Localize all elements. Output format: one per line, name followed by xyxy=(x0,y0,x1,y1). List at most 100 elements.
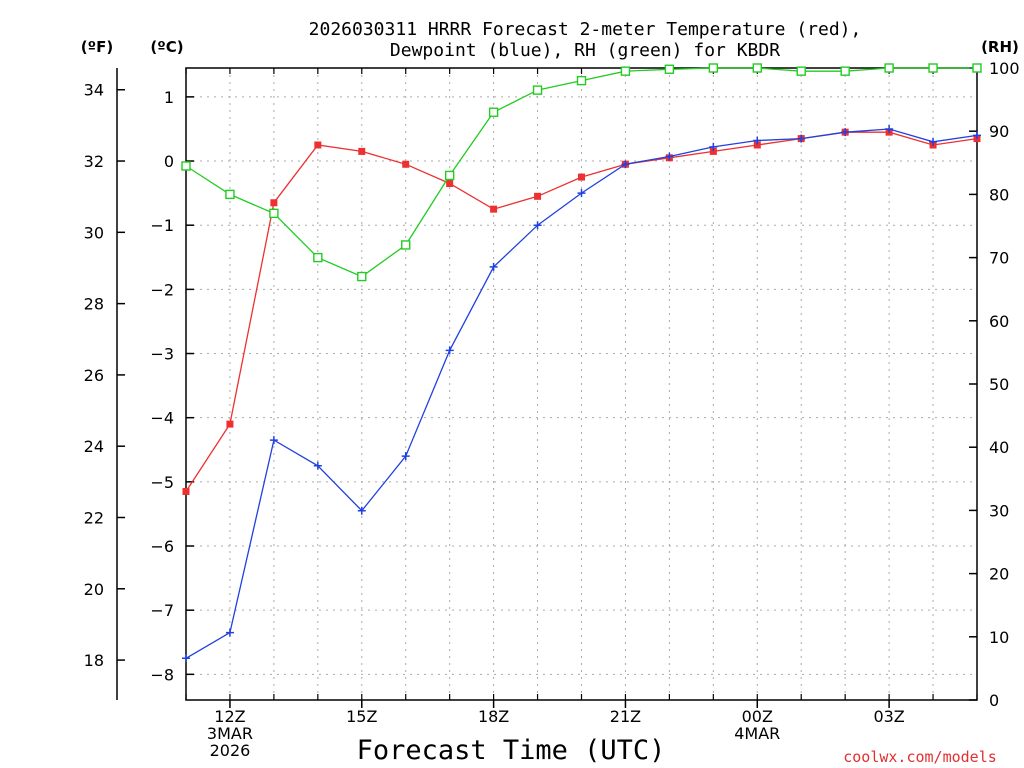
rh-point xyxy=(576,75,587,86)
celsius-tick-label: −4 xyxy=(150,409,174,428)
fahrenheit-unit-label: (ºF) xyxy=(81,38,113,56)
chart-title-line1: 2026030311 HRRR Forecast 2-meter Tempera… xyxy=(309,19,862,40)
rh-point xyxy=(796,66,806,76)
rh-point xyxy=(884,63,894,73)
rh-tick-label: 30 xyxy=(989,501,1009,520)
celsius-tick-label: 1 xyxy=(164,88,174,107)
rh-point xyxy=(269,208,279,219)
temperature-point xyxy=(578,173,585,181)
rh-point xyxy=(181,161,191,171)
fahrenheit-tick-label: 32 xyxy=(84,152,104,171)
dewpoint-point xyxy=(489,262,498,271)
temperature-point xyxy=(446,179,454,187)
rh-point xyxy=(225,189,235,200)
fahrenheit-tick-label: 28 xyxy=(84,295,104,314)
rh-point xyxy=(664,64,675,74)
x-tick-label: 03Z xyxy=(873,707,904,726)
dewpoint-point xyxy=(841,128,850,137)
x-tick-label: 2026 xyxy=(210,741,251,760)
x-tick-label: 18Z xyxy=(478,707,509,726)
dewpoint-point xyxy=(973,131,981,140)
dewpoint-point xyxy=(709,142,718,151)
temperature-point xyxy=(270,199,278,207)
x-axis-label: Forecast Time (UTC) xyxy=(357,735,666,766)
dewpoint-point xyxy=(533,221,542,230)
dewpoint-point xyxy=(182,654,190,663)
rh-tick-label: 50 xyxy=(989,375,1009,394)
temperature-point xyxy=(709,147,717,155)
rh-point xyxy=(840,66,850,76)
x-tick-label: 3MAR xyxy=(207,724,253,743)
rh-point xyxy=(620,66,631,76)
celsius-tick-label: −3 xyxy=(150,345,174,364)
x-tick-label: 12Z xyxy=(214,707,245,726)
temperature-line xyxy=(185,131,978,492)
dewpoint-point xyxy=(445,346,454,355)
celsius-tick-label: −1 xyxy=(150,216,174,235)
temperature-point xyxy=(226,420,234,428)
fahrenheit-tick-label: 24 xyxy=(84,437,104,456)
celsius-tick-label: 0 xyxy=(164,152,174,171)
fahrenheit-tick-label: 20 xyxy=(84,580,104,599)
temperature-point xyxy=(402,160,410,168)
celsius-tick-label: −6 xyxy=(150,537,174,556)
celsius-tick-label: −8 xyxy=(150,665,174,684)
fahrenheit-tick-label: 22 xyxy=(84,508,104,527)
grid-lines xyxy=(186,68,977,700)
temperature-point xyxy=(314,141,322,149)
fahrenheit-tick-label: 34 xyxy=(84,81,104,100)
rh-tick-label: 20 xyxy=(989,565,1009,584)
temperature-point xyxy=(490,205,498,213)
rh-point xyxy=(752,63,762,73)
dewpoint-point xyxy=(665,152,674,161)
dewpoint-point xyxy=(225,628,234,637)
celsius-unit-label: (ºC) xyxy=(150,38,183,56)
chart-title-line2: Dewpoint (blue), RH (green) for KBDR xyxy=(390,40,780,61)
rh-tick-label: 90 xyxy=(989,122,1009,141)
temperature-point xyxy=(753,141,761,149)
dewpoint-point xyxy=(357,506,366,515)
dewpoint-point xyxy=(313,461,322,470)
rh-point xyxy=(708,63,719,73)
rh-point xyxy=(401,240,411,250)
credit-text: coolwx.com/models xyxy=(843,748,997,766)
data-series xyxy=(181,63,982,663)
rh-tick-label: 60 xyxy=(989,312,1009,331)
dewpoint-point xyxy=(269,436,278,445)
temperature-point xyxy=(182,487,190,495)
rh-tick-label: 0 xyxy=(989,691,999,710)
rh-point xyxy=(488,107,499,117)
x-tick-label: 15Z xyxy=(346,707,377,726)
rh-tick-label: 40 xyxy=(989,438,1009,457)
rh-tick-label: 10 xyxy=(989,628,1009,647)
rh-point xyxy=(532,85,543,95)
dewpoint-point xyxy=(885,124,894,133)
fahrenheit-tick-label: 30 xyxy=(84,223,104,242)
dewpoint-point xyxy=(621,160,630,169)
rh-point xyxy=(444,170,455,181)
temperature-point xyxy=(534,192,542,200)
celsius-tick-label: −5 xyxy=(150,473,174,492)
rh-point xyxy=(972,63,982,73)
dewpoint-point xyxy=(577,189,586,198)
rh-point xyxy=(928,63,938,73)
celsius-tick-label: −2 xyxy=(150,280,174,299)
rh-tick-label: 80 xyxy=(989,185,1009,204)
rh-line xyxy=(185,67,977,278)
celsius-tick-label: −7 xyxy=(150,601,174,620)
dewpoint-point xyxy=(929,137,938,146)
rh-point xyxy=(357,271,367,282)
x-tick-label: 21Z xyxy=(610,707,641,726)
rh-tick-label: 70 xyxy=(989,249,1009,268)
rh-point xyxy=(313,252,323,263)
dewpoint-point xyxy=(401,452,410,461)
temperature-point xyxy=(358,147,366,155)
x-tick-label: 4MAR xyxy=(734,724,780,743)
rh-unit-label: (RH) xyxy=(981,38,1019,56)
fahrenheit-tick-label: 26 xyxy=(84,366,104,385)
dewpoint-point xyxy=(797,134,806,143)
x-tick-label: 00Z xyxy=(742,707,773,726)
fahrenheit-tick-label: 18 xyxy=(84,651,104,670)
